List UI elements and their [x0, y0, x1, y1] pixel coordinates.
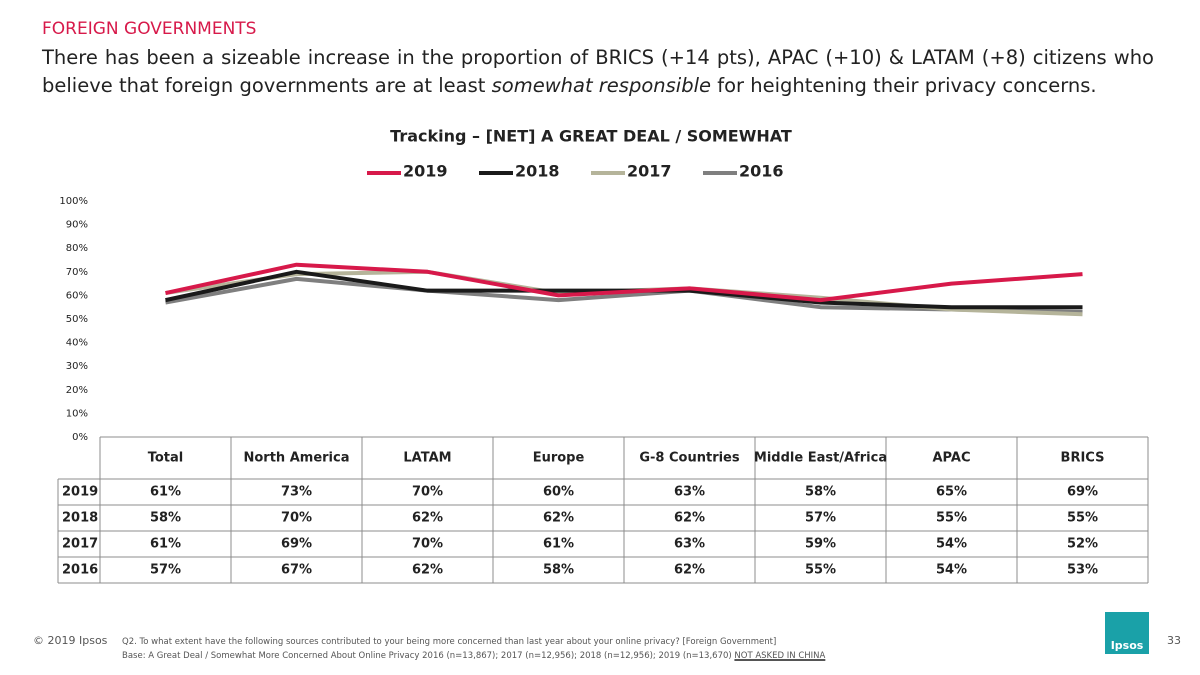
- y-tick-label: 90%: [66, 220, 88, 231]
- table-value: 67%: [281, 563, 312, 578]
- row-label: 2018: [62, 511, 98, 526]
- question-note: Q2. To what extent have the following so…: [122, 637, 777, 647]
- table-value: 55%: [805, 563, 836, 578]
- series-line: [165, 262, 1083, 303]
- china-note: NOT ASKED IN CHINA: [734, 651, 826, 661]
- category-header: Total: [148, 451, 184, 466]
- table-value: 63%: [674, 537, 705, 552]
- headline: There has been a sizeable increase in th…: [42, 44, 1154, 100]
- table-value: 63%: [674, 485, 705, 500]
- table-value: 62%: [674, 563, 705, 578]
- table-value: 73%: [281, 485, 312, 500]
- table-value: 70%: [412, 485, 443, 500]
- legend-label: 2017: [627, 162, 672, 181]
- copyright: © 2019 Ipsos: [33, 634, 108, 647]
- table-value: 62%: [412, 563, 443, 578]
- table-value: 62%: [543, 511, 574, 526]
- table-value: 52%: [1067, 537, 1098, 552]
- table-value: 61%: [543, 537, 574, 552]
- y-tick-label: 70%: [66, 267, 88, 278]
- legend-label: 2019: [403, 162, 448, 181]
- page-number: 33: [1167, 634, 1181, 647]
- table-value: 58%: [805, 485, 836, 500]
- y-tick-label: 60%: [66, 290, 88, 301]
- table-value: 70%: [412, 537, 443, 552]
- table-value: 61%: [150, 537, 181, 552]
- table-value: 62%: [412, 511, 443, 526]
- y-tick-label: 80%: [66, 243, 88, 254]
- table-value: 53%: [1067, 563, 1098, 578]
- category-header: Europe: [533, 451, 585, 466]
- chart: Tracking – [NET] A GREAT DEAL / SOMEWHAT…: [57, 127, 1149, 584]
- table-value: 54%: [936, 563, 967, 578]
- row-label: 2017: [62, 537, 98, 552]
- section-label: FOREIGN GOVERNMENTS: [42, 19, 257, 39]
- category-header: BRICS: [1061, 451, 1105, 466]
- base-note: Base: A Great Deal / Somewhat More Conce…: [122, 651, 825, 661]
- legend-label: 2016: [739, 162, 784, 181]
- table-value: 65%: [936, 485, 967, 500]
- table-value: 58%: [150, 511, 181, 526]
- base-text: Base: A Great Deal / Somewhat More Conce…: [122, 651, 735, 661]
- logo: Ipsos: [1105, 612, 1149, 654]
- row-label: 2019: [62, 485, 98, 500]
- table-value: 61%: [150, 485, 181, 500]
- headline-text: for heightening their privacy concerns.: [711, 74, 1097, 97]
- row-label: 2016: [62, 563, 98, 578]
- y-tick-label: 10%: [66, 408, 88, 419]
- chart-title: Tracking – [NET] A GREAT DEAL / SOMEWHAT: [390, 127, 792, 146]
- table-value: 62%: [674, 511, 705, 526]
- y-tick-label: 40%: [66, 338, 88, 349]
- table-value: 55%: [936, 511, 967, 526]
- y-tick-label: 100%: [59, 196, 88, 207]
- category-header: North America: [244, 451, 350, 466]
- y-tick-label: 0%: [72, 432, 88, 443]
- table-value: 69%: [1067, 485, 1098, 500]
- y-tick-label: 20%: [66, 385, 88, 396]
- y-tick-label: 30%: [66, 361, 88, 372]
- table-value: 54%: [936, 537, 967, 552]
- headline-emphasis: somewhat responsible: [491, 74, 712, 97]
- y-tick-label: 50%: [66, 314, 88, 325]
- category-header: LATAM: [403, 451, 451, 466]
- category-header: G-8 Countries: [639, 451, 740, 466]
- table-value: 69%: [281, 537, 312, 552]
- table-value: 57%: [805, 511, 836, 526]
- series-line: [165, 269, 1083, 310]
- table-value: 57%: [150, 563, 181, 578]
- legend-label: 2018: [515, 162, 560, 181]
- table-value: 59%: [805, 537, 836, 552]
- headline-text: There has been a sizeable increase in th…: [42, 46, 1154, 97]
- category-header: APAC: [933, 451, 971, 466]
- category-header: Middle East/Africa: [754, 451, 887, 466]
- table-value: 60%: [543, 485, 574, 500]
- table-value: 55%: [1067, 511, 1098, 526]
- table-value: 58%: [543, 563, 574, 578]
- table-value: 70%: [281, 511, 312, 526]
